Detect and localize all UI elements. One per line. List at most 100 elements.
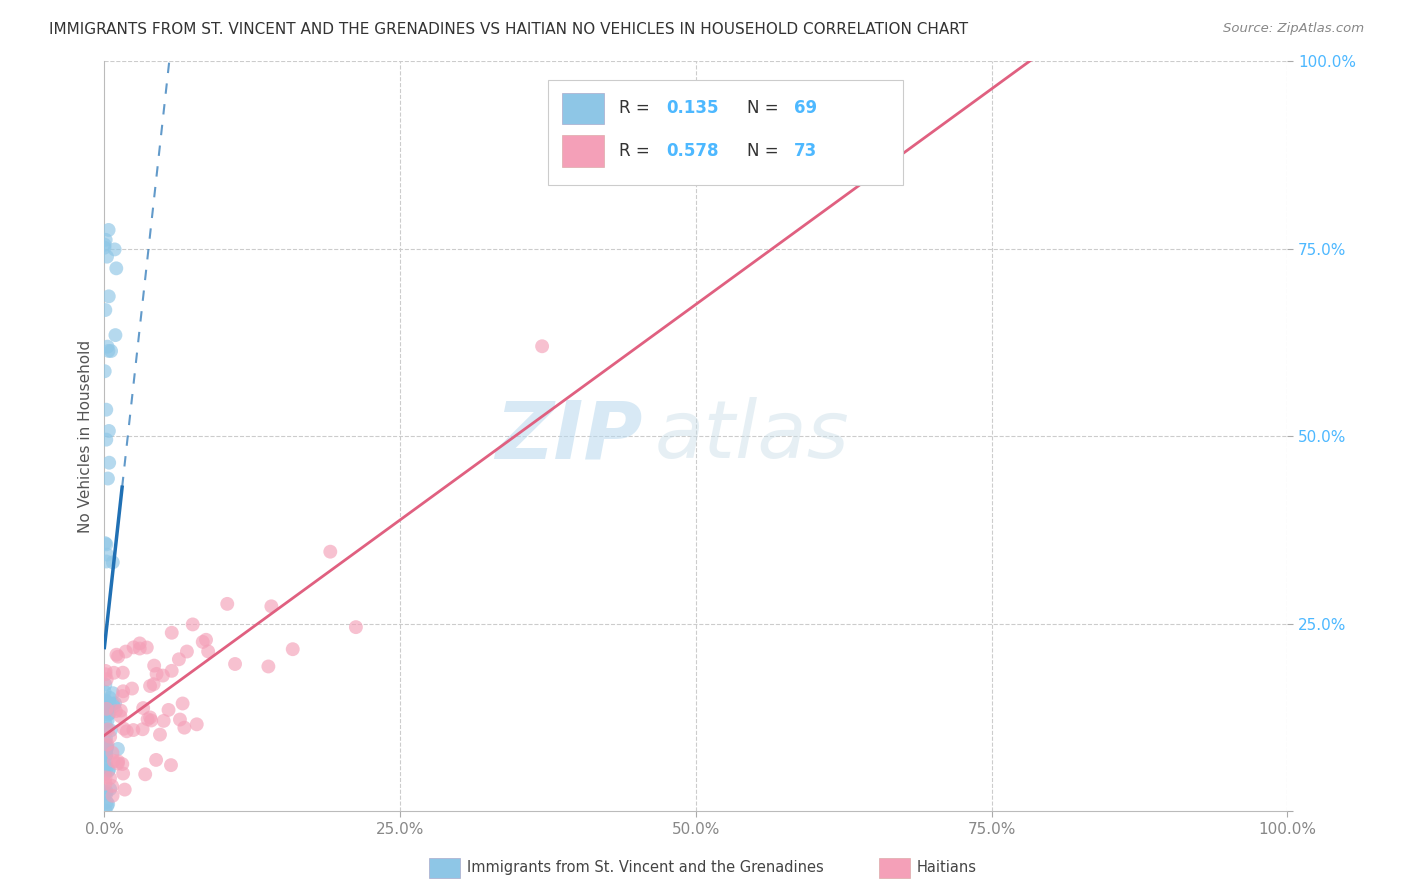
Text: Source: ZipAtlas.com: Source: ZipAtlas.com [1223, 22, 1364, 36]
Point [96, 548, 118, 562]
Point [152, 714, 174, 728]
Point [93, 241, 115, 255]
Point [191, 635, 214, 649]
Point [94, 303, 117, 318]
Point [96, 747, 118, 762]
Point [111, 665, 134, 680]
FancyBboxPatch shape [562, 93, 603, 124]
Point [96, 795, 118, 809]
Point [96, 704, 118, 718]
Point [96, 738, 118, 752]
Point [96, 702, 118, 716]
Point [97, 723, 120, 737]
Text: 69: 69 [794, 99, 817, 118]
Point [101, 746, 124, 760]
Point [139, 710, 162, 724]
Point [93, 740, 115, 755]
Point [135, 640, 157, 655]
Point [98, 706, 121, 720]
Point [141, 714, 163, 728]
Point [169, 713, 191, 727]
Point [114, 782, 136, 797]
Point [152, 668, 174, 682]
Point [136, 712, 159, 726]
Point [111, 757, 134, 772]
Point [94, 767, 117, 781]
Point [97, 764, 120, 778]
Point [128, 641, 150, 656]
Text: R =: R = [619, 99, 655, 118]
Point [97, 797, 120, 811]
Point [94, 693, 117, 707]
Point [197, 644, 219, 658]
Point [217, 597, 239, 611]
Point [100, 723, 122, 738]
Text: Immigrants from St. Vincent and the Grenadines: Immigrants from St. Vincent and the Gren… [467, 861, 824, 875]
Point [96, 739, 118, 753]
Point [531, 339, 554, 353]
Point [101, 555, 124, 569]
Text: ZIP: ZIP [495, 397, 643, 475]
Point [97, 223, 120, 237]
Point [93, 684, 115, 698]
Point [128, 636, 150, 650]
Point [96, 761, 118, 775]
Text: Haitians: Haitians [917, 861, 977, 875]
Point [160, 625, 183, 640]
Point [93, 237, 115, 252]
Point [104, 696, 127, 710]
Point [344, 620, 367, 634]
Point [145, 753, 167, 767]
Point [94, 664, 117, 678]
Point [94, 233, 117, 247]
Point [98, 456, 121, 470]
Point [167, 652, 190, 666]
Point [97, 471, 120, 485]
Point [97, 289, 120, 303]
Point [94, 699, 117, 714]
Y-axis label: No Vehicles in Household: No Vehicles in Household [79, 340, 93, 533]
Point [281, 642, 304, 657]
Point [97, 763, 120, 777]
Point [110, 704, 132, 718]
Point [103, 699, 125, 714]
Point [112, 722, 135, 736]
Point [319, 544, 342, 558]
Point [160, 758, 183, 772]
Point [142, 677, 165, 691]
FancyBboxPatch shape [548, 80, 903, 185]
Point [101, 686, 124, 700]
FancyBboxPatch shape [562, 136, 603, 167]
Point [122, 640, 145, 655]
Point [96, 742, 118, 756]
Point [94, 756, 117, 771]
Point [97, 714, 120, 728]
Point [96, 554, 118, 568]
Point [107, 742, 129, 756]
Point [94, 742, 117, 756]
Point [131, 723, 153, 737]
Point [98, 697, 121, 711]
Point [97, 343, 120, 358]
Point [260, 599, 283, 614]
Point [94, 804, 117, 818]
Point [257, 659, 280, 673]
Text: atlas: atlas [655, 397, 849, 475]
Point [143, 658, 166, 673]
Point [94, 734, 117, 748]
Point [94, 747, 117, 761]
Point [112, 684, 135, 698]
Point [93, 786, 115, 800]
Point [94, 667, 117, 681]
Point [132, 701, 155, 715]
Point [176, 644, 198, 658]
Point [98, 730, 121, 744]
Point [96, 433, 118, 447]
Point [93, 364, 115, 378]
Point [111, 689, 134, 703]
Point [101, 697, 124, 711]
Point [94, 777, 117, 791]
Point [98, 782, 121, 797]
Point [157, 703, 180, 717]
Point [96, 537, 118, 551]
